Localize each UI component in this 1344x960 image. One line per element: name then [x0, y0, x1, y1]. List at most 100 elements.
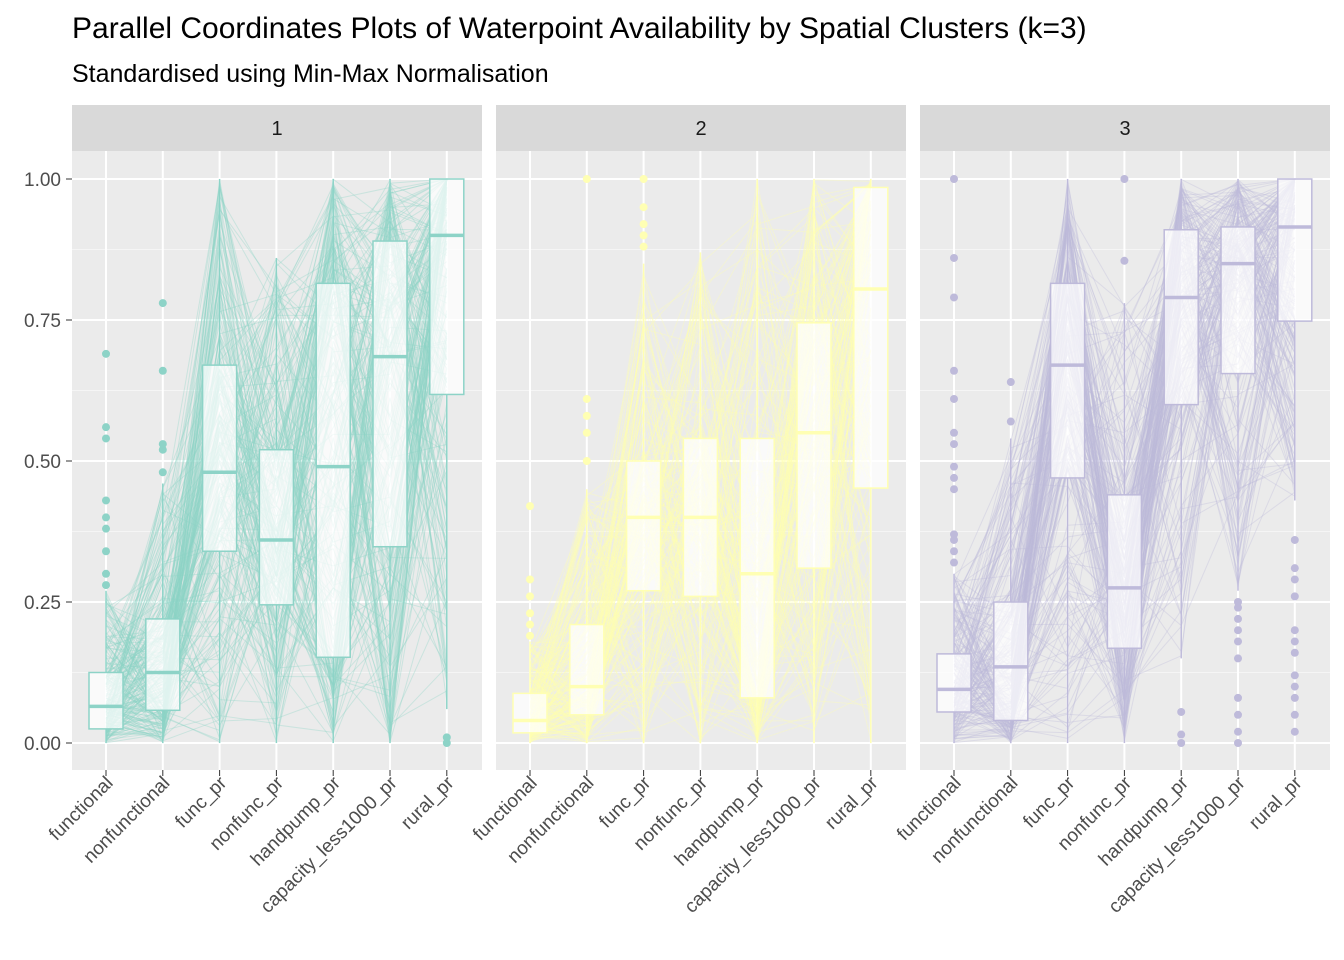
outlier-point [639, 220, 648, 229]
boxplot-functional [936, 175, 972, 743]
chart-title: Parallel Coordinates Plots of Waterpoint… [72, 12, 1087, 45]
outlier-point [582, 411, 591, 420]
outlier-point [1290, 710, 1299, 719]
outlier-point [1006, 417, 1015, 426]
outlier-point [1234, 626, 1242, 635]
outlier-point [102, 569, 110, 578]
outlier-point [158, 440, 167, 449]
outlier-point [158, 299, 167, 308]
box [1106, 494, 1143, 649]
outlier-point [950, 558, 958, 567]
box [853, 186, 889, 489]
outlier-point [526, 631, 534, 640]
outlier-point [1177, 739, 1186, 747]
outlier-point [526, 502, 534, 511]
outlier-point [102, 524, 110, 533]
outlier-point [1234, 654, 1242, 663]
outlier-point [102, 496, 110, 505]
outlier-point [1290, 592, 1299, 601]
x-tick-label: rural_pr [397, 772, 459, 834]
outlier-point [1290, 626, 1299, 635]
box [739, 437, 775, 699]
outlier-point [442, 733, 451, 742]
outlier-point [950, 366, 958, 375]
boxplot-rural_pr [853, 179, 889, 743]
box [315, 282, 351, 659]
boxplot-capacity_less1000_pr [796, 179, 832, 743]
facet-panel-1: 1functionalnonfunctionalfunc_prnonfunc_p… [45, 105, 482, 917]
boxplot-func_pr [201, 179, 238, 743]
facet-strip-label: 2 [695, 118, 706, 140]
outlier-point [102, 423, 110, 432]
outlier-point [950, 462, 958, 471]
outlier-point [950, 428, 958, 437]
outlier-point [950, 394, 958, 403]
boxplot-handpump_pr [1163, 179, 1199, 747]
boxplot-nonfunc_pr [258, 257, 295, 743]
outlier-point [1120, 175, 1129, 183]
outlier-point [102, 349, 110, 358]
facet-strip [496, 105, 906, 151]
outlier-point [1290, 671, 1299, 680]
outlier-point [950, 175, 958, 183]
box [569, 623, 605, 716]
facet-strip [920, 105, 1330, 151]
box [1220, 226, 1256, 375]
outlier-point [526, 575, 534, 584]
boxplot-capacity_less1000_pr [372, 179, 408, 743]
outlier-point [158, 366, 167, 375]
x-tick-label: rural_pr [821, 772, 883, 834]
boxplot-handpump_pr [739, 179, 775, 743]
boxplot-functional [512, 502, 548, 743]
outlier-point [1234, 614, 1242, 623]
box [88, 671, 124, 730]
box [936, 653, 972, 713]
boxplot-functional [88, 349, 124, 743]
boxplot-nonfunctional [145, 299, 181, 743]
boxplot-rural_pr [429, 178, 465, 747]
outlier-point [1120, 256, 1129, 265]
facet-strip [72, 105, 482, 151]
facet-strip-label: 1 [271, 118, 282, 140]
outlier-point [1290, 727, 1299, 736]
box [625, 460, 662, 592]
outlier-point [582, 428, 591, 437]
outlier-point [526, 592, 534, 601]
facet-strip-label: 3 [1119, 118, 1130, 140]
outlier-point [1234, 727, 1242, 736]
box [1277, 178, 1313, 322]
outlier-point [1290, 575, 1299, 584]
outlier-point [1177, 707, 1186, 716]
boxplot-nonfunctional [569, 175, 605, 743]
boxplot-capacity_less1000_pr [1220, 179, 1256, 747]
outlier-point [1234, 637, 1242, 646]
outlier-point [639, 231, 648, 240]
outlier-point [582, 175, 591, 183]
box [201, 364, 238, 552]
box [796, 322, 832, 569]
outlier-point [526, 609, 534, 618]
outlier-point [158, 468, 167, 477]
outlier-point [639, 203, 648, 212]
box [429, 178, 465, 396]
outlier-point [1177, 730, 1186, 739]
outlier-point [950, 547, 958, 556]
outlier-point [1290, 682, 1299, 691]
boxplot-rural_pr [1277, 178, 1313, 736]
outlier-point [639, 175, 648, 183]
box [993, 601, 1029, 722]
outlier-point [950, 293, 958, 302]
outlier-point [442, 739, 451, 747]
outlier-point [950, 473, 958, 482]
outlier-point [1234, 710, 1242, 719]
outlier-point [102, 434, 110, 443]
outlier-point [1234, 598, 1242, 606]
outlier-point [102, 547, 110, 556]
outlier-point [1234, 603, 1242, 612]
outlier-point [526, 620, 534, 629]
outlier-point [1290, 693, 1299, 702]
y-tick-label: 0.00 [24, 734, 61, 755]
outlier-point [950, 535, 958, 544]
y-tick-label: 0.25 [24, 593, 61, 614]
